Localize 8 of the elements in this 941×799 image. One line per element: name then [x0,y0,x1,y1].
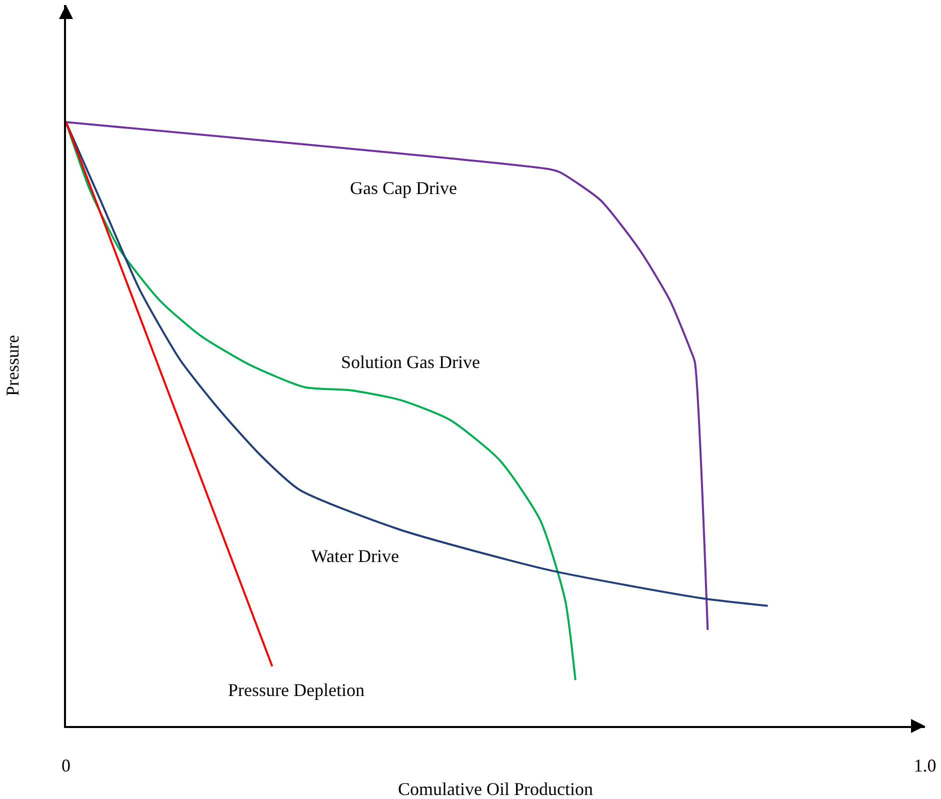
y-axis-title: Pressure [2,335,23,396]
x-axis-title: Comulative Oil Production [398,779,593,799]
series-label: Water Drive [311,546,400,566]
series-label: Gas Cap Drive [350,178,457,198]
x-tick-label: 1.0 [914,756,936,776]
x-tick-label: 0 [62,756,70,776]
series-label: Pressure Depletion [228,680,364,700]
series-label: Solution Gas Drive [341,352,480,372]
